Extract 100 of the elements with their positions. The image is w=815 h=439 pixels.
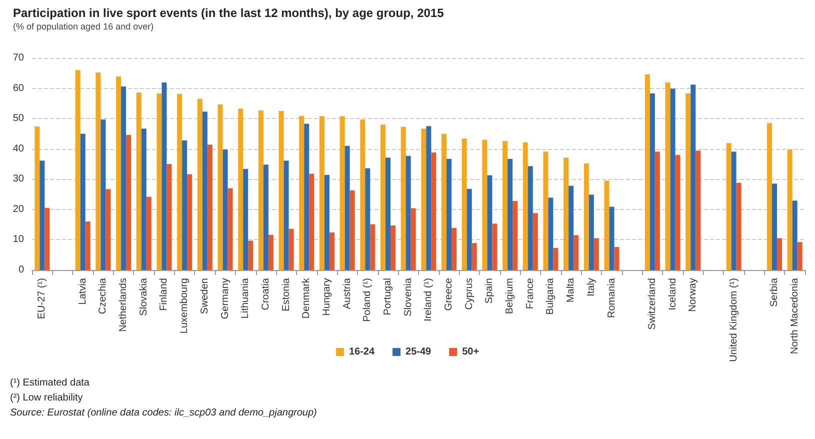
bar: [284, 160, 289, 270]
bar: [370, 224, 376, 270]
bar: [75, 70, 80, 270]
x-tick-label: Latvia: [77, 278, 88, 305]
x-tick-label: Spain: [484, 278, 496, 304]
bar: [299, 116, 304, 270]
bar: [126, 134, 132, 270]
bar: [766, 123, 772, 270]
bar: [106, 189, 111, 270]
x-tick-label: Ireland (¹): [423, 278, 434, 322]
y-tick-label: 70: [12, 52, 24, 64]
bar: [584, 163, 589, 270]
bar: [34, 126, 40, 270]
bar: [696, 150, 701, 270]
bar: [508, 158, 513, 270]
bar: [522, 142, 528, 270]
bar: [400, 126, 406, 270]
x-tick-label: Hungary: [321, 278, 332, 316]
x-tick-label: United Kingdom (¹): [728, 278, 740, 362]
y-tick-label: 30: [12, 174, 24, 185]
bar: [136, 92, 142, 270]
bar: [421, 128, 426, 270]
bar: [248, 240, 254, 270]
bar: [502, 140, 508, 270]
bar: [594, 238, 599, 270]
bar: [365, 168, 370, 270]
bar: [482, 140, 488, 270]
bar: [360, 119, 366, 270]
x-tick-label: Greece: [444, 278, 455, 311]
bar: [588, 194, 594, 270]
bar: [268, 234, 274, 270]
x-tick-label: Slovenia: [402, 278, 414, 316]
bar: [146, 196, 152, 270]
x-tick-label: Malta: [566, 278, 577, 302]
bar: [319, 116, 324, 270]
bar: [442, 134, 447, 270]
legend-label: 25-49: [406, 346, 432, 358]
bar: [278, 111, 284, 270]
source-note: Source: Eurostat (online data codes: ilc_scp03 and demo_pjangroup): [10, 408, 317, 418]
y-tick-label: 60: [12, 82, 24, 94]
bar: [329, 232, 334, 270]
bar: [466, 188, 472, 270]
bar: [772, 184, 777, 270]
bar: [238, 108, 244, 270]
bar: [431, 152, 436, 270]
bar: [553, 248, 558, 270]
bar: [792, 200, 798, 270]
bar: [187, 174, 192, 270]
chart-title: Participation in live sport events (in the last 12 months), by age group, 2015: [13, 6, 444, 20]
x-tick-label: Cyprus: [464, 278, 475, 310]
x-tick-label: Denmark: [301, 277, 312, 319]
chart-subtitle: (% of population aged 16 and over): [13, 22, 154, 32]
x-tick-label: Iceland: [667, 278, 678, 310]
bar: [96, 72, 101, 270]
x-tick-label: Switzerland: [646, 278, 658, 330]
x-tick-label: Serbia: [768, 278, 780, 307]
bar: [166, 164, 172, 270]
bar: [568, 186, 574, 270]
y-tick-label: 0: [18, 264, 24, 276]
bar: [462, 138, 467, 270]
bar: [222, 149, 228, 270]
bar: [446, 158, 452, 270]
bar: [116, 76, 122, 270]
x-tick-label: Sweden: [199, 278, 210, 314]
bar: [487, 175, 492, 270]
x-tick-label: Estonia: [280, 278, 292, 312]
bar: [472, 243, 477, 270]
bar: [452, 228, 457, 270]
y-tick-label: 50: [12, 113, 24, 124]
bar: [410, 208, 416, 270]
x-tick-label: Finland: [158, 278, 170, 311]
bar: [385, 158, 390, 270]
x-tick-label: Bulgaria: [545, 278, 556, 315]
y-tick-label: 40: [12, 143, 24, 154]
bar: [543, 152, 548, 270]
bar: [532, 213, 538, 270]
bar: [686, 93, 691, 270]
bar: [309, 174, 314, 270]
bar: [776, 238, 782, 270]
x-tick-label: Austria: [342, 278, 353, 310]
x-tick-label: Germany: [220, 278, 231, 320]
bar: [40, 160, 45, 270]
bar: [156, 93, 162, 270]
bar: [675, 154, 680, 270]
bar: [665, 82, 670, 270]
bar: [731, 152, 736, 270]
x-tick-label: Belgium: [504, 278, 516, 314]
x-tick-label: Italy: [586, 278, 597, 296]
bar: [344, 146, 350, 270]
bar: [197, 98, 202, 270]
bar: [182, 140, 188, 270]
x-tick-label: North Macedonia: [789, 278, 800, 354]
bar: [243, 168, 248, 270]
bar: [258, 110, 264, 270]
bar: [574, 235, 579, 270]
text: (²) Low reliability: [10, 392, 83, 404]
bar: [44, 208, 50, 270]
bar: [604, 180, 610, 270]
bar: [548, 198, 554, 270]
bar: [202, 112, 208, 270]
